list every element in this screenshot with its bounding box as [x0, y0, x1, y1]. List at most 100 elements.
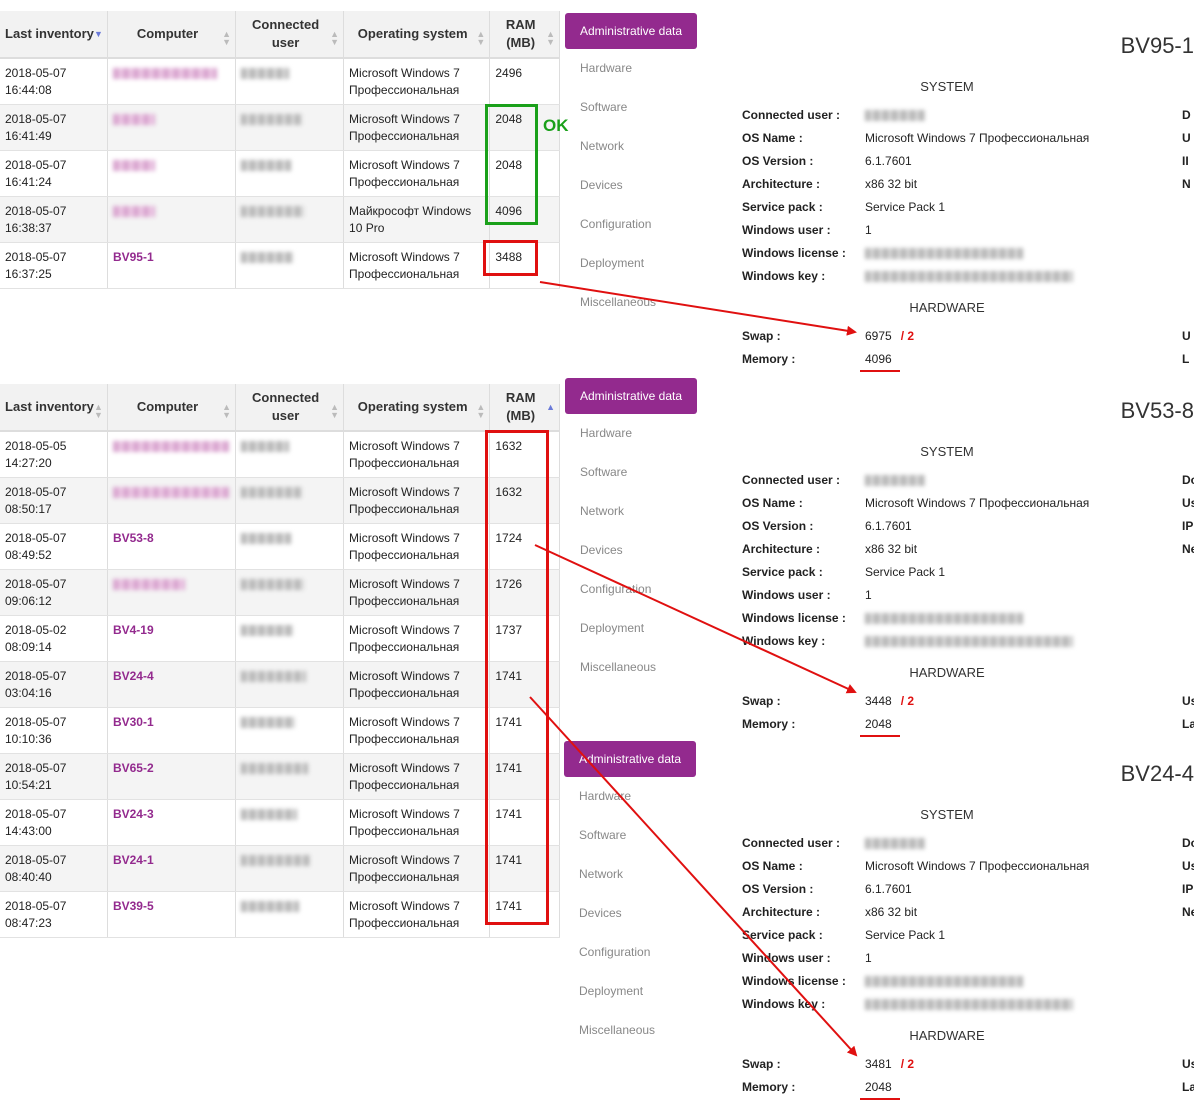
sidebar-item-miscellaneous[interactable]: Miscellaneous: [579, 1023, 656, 1037]
sidebar-item-network[interactable]: Network: [579, 867, 624, 881]
sort-desc-icon[interactable]: ▼: [94, 29, 103, 39]
computer-link[interactable]: BV95-1: [112, 250, 154, 264]
computer-link[interactable]: BV24-3: [112, 807, 154, 821]
sidebar-item-devices[interactable]: Devices: [580, 178, 623, 192]
redacted-computer-name: [112, 441, 229, 453]
sort-icon[interactable]: ▲ ▼: [330, 402, 340, 420]
sidebar-item-network[interactable]: Network: [580, 504, 625, 518]
sidebar-item-configuration[interactable]: Configuration: [580, 217, 652, 231]
computer-link[interactable]: BV24-4: [112, 669, 154, 683]
sidebar-item-network[interactable]: Network: [580, 139, 625, 153]
computer-link[interactable]: BV65-2: [112, 761, 154, 775]
column-header-operating-system[interactable]: Operating system ▲ ▼: [343, 11, 491, 59]
cell-computer[interactable]: [107, 104, 237, 151]
table-row[interactable]: 2018-05-07 10:54:21 BV65-2 Microsoft Window…: [0, 753, 560, 800]
table-row[interactable]: 2018-05-07 03:04:16 BV24-4 Microsoft Window…: [0, 661, 560, 708]
column-header-computer[interactable]: Computer ▲ ▼: [107, 384, 237, 432]
sort-asc-icon[interactable]: ▲: [546, 402, 555, 412]
sidebar-item-configuration[interactable]: Configuration: [580, 582, 652, 596]
sidebar-item-software[interactable]: Software: [579, 828, 627, 842]
sidebar-item-configuration[interactable]: Configuration: [579, 945, 651, 959]
computer-title: BV95-1: [1120, 33, 1194, 58]
value-windows-user: 1: [865, 951, 872, 965]
computer-link[interactable]: BV53-8: [112, 531, 154, 545]
sort-icon[interactable]: ▲ ▼: [222, 402, 232, 420]
sort-icon[interactable]: ▲ ▼: [330, 29, 340, 47]
sidebar-item-devices[interactable]: Devices: [579, 906, 622, 920]
sidebar-item-software[interactable]: Software: [580, 100, 628, 114]
cell-computer[interactable]: BV95-1: [107, 242, 237, 289]
table-row[interactable]: 2018-05-05 14:27:20 Microsoft Windows 7 Про…: [0, 431, 560, 478]
column-header-last-inventory[interactable]: Last inventory ▼: [0, 11, 108, 59]
cell-computer[interactable]: [107, 58, 237, 105]
sort-icon[interactable]: ▲ ▼: [222, 29, 232, 47]
table-row[interactable]: 2018-05-07 16:37:25 BV95-1 Microsoft Window…: [0, 242, 560, 289]
sort-icon[interactable]: ▲ ▼: [476, 29, 486, 47]
cell-computer[interactable]: [107, 150, 237, 197]
value-architecture: x86 32 bit: [865, 542, 918, 556]
sidebar-item-software[interactable]: Software: [580, 465, 628, 479]
label-windows-user: Windows user :: [742, 223, 831, 237]
sidebar-item-hardware[interactable]: Hardware: [580, 61, 633, 75]
column-header-ram[interactable]: RAM (MB) ▲: [489, 384, 560, 432]
cell-computer[interactable]: [107, 431, 237, 478]
column-header-connected-user[interactable]: Connected user ▲ ▼: [235, 384, 345, 432]
cell-computer[interactable]: [107, 569, 237, 616]
computer-link[interactable]: BV39-5: [112, 899, 154, 913]
cell-computer[interactable]: BV30-1: [107, 707, 237, 754]
sidebar-item-hardware[interactable]: Hardware: [579, 789, 632, 803]
computer-link[interactable]: BV24-1: [112, 853, 154, 867]
inventory-time: 08:47:23: [5, 916, 52, 930]
sidebar-item-miscellaneous[interactable]: Miscellaneous: [580, 660, 657, 674]
os-edition-line: Профессиональная: [349, 175, 460, 189]
cell-computer[interactable]: BV65-2: [107, 753, 237, 800]
cell-computer[interactable]: BV4-19: [107, 615, 237, 662]
sidebar-item-miscellaneous[interactable]: Miscellaneous: [580, 295, 657, 309]
computer-link[interactable]: BV30-1: [112, 715, 154, 729]
table-row[interactable]: 2018-05-07 08:49:52 BV53-8 Microsoft Window…: [0, 523, 560, 570]
inventory-time: 08:50:17: [5, 502, 52, 516]
column-header-ram[interactable]: RAM (MB) ▲ ▼: [489, 11, 560, 59]
cell-ram: 2496: [489, 58, 560, 105]
administrative-data-tab[interactable]: Administrative data: [564, 741, 696, 777]
sort-icon[interactable]: ▲ ▼: [94, 402, 103, 420]
column-header-operating-system[interactable]: Operating system ▲ ▼: [343, 384, 491, 432]
administrative-data-tab[interactable]: Administrative data: [565, 378, 697, 414]
label-windows-user: Windows user :: [742, 951, 831, 965]
table-row[interactable]: 2018-05-02 08:09:14 BV4-19 Microsoft Window…: [0, 615, 560, 662]
cell-computer[interactable]: BV24-1: [107, 845, 237, 892]
inventory-time: 10:10:36: [5, 732, 52, 746]
sidebar-item-deployment[interactable]: Deployment: [579, 984, 644, 998]
cell-computer[interactable]: [107, 477, 237, 524]
table-row[interactable]: 2018-05-07 08:50:17 Microsoft Windows 7 Про…: [0, 477, 560, 524]
table-row[interactable]: 2018-05-07 16:38:37 Майкрософт Windows 10 P…: [0, 196, 560, 243]
sort-icon[interactable]: ▲ ▼: [546, 29, 555, 47]
inventory-time: 16:41:49: [5, 129, 52, 143]
column-header-last-inventory[interactable]: Last inventory ▲ ▼: [0, 384, 108, 432]
table-row[interactable]: 2018-05-07 16:44:08 Microsoft Windows 7 Про…: [0, 58, 560, 105]
sidebar-item-hardware[interactable]: Hardware: [580, 426, 633, 440]
column-header-computer[interactable]: Computer ▲ ▼: [107, 11, 237, 59]
sort-icon[interactable]: ▲ ▼: [476, 402, 486, 420]
cell-computer[interactable]: BV24-4: [107, 661, 237, 708]
os-name-line: Microsoft Windows 7: [349, 112, 460, 126]
table-row[interactable]: 2018-05-07 08:47:23 BV39-5 Microsoft Window…: [0, 891, 560, 938]
cell-computer[interactable]: BV39-5: [107, 891, 237, 938]
sidebar-item-deployment[interactable]: Deployment: [580, 256, 645, 270]
redacted-user-name: [241, 68, 290, 80]
table-row[interactable]: 2018-05-07 10:10:36 BV30-1 Microsoft Window…: [0, 707, 560, 754]
cell-computer[interactable]: BV53-8: [107, 523, 237, 570]
table-row[interactable]: 2018-05-07 09:06:12 Microsoft Windows 7 Про…: [0, 569, 560, 616]
computer-link[interactable]: BV4-19: [112, 623, 154, 637]
table-row[interactable]: 2018-05-07 14:43:00 BV24-3 Microsoft Window…: [0, 799, 560, 846]
cell-computer[interactable]: [107, 196, 237, 243]
os-edition-line: Профессиональная: [349, 732, 460, 746]
cell-computer[interactable]: BV24-3: [107, 799, 237, 846]
column-header-connected-user[interactable]: Connected user ▲ ▼: [235, 11, 345, 59]
table-row[interactable]: 2018-05-07 16:41:49 Microsoft Windows 7 Про…: [0, 104, 560, 151]
table-row[interactable]: 2018-05-07 08:40:40 BV24-1 Microsoft Window…: [0, 845, 560, 892]
table-row[interactable]: 2018-05-07 16:41:24 Microsoft Windows 7 Про…: [0, 150, 560, 197]
sidebar-item-devices[interactable]: Devices: [580, 543, 623, 557]
sidebar-item-deployment[interactable]: Deployment: [580, 621, 645, 635]
administrative-data-tab[interactable]: Administrative data: [565, 13, 697, 49]
